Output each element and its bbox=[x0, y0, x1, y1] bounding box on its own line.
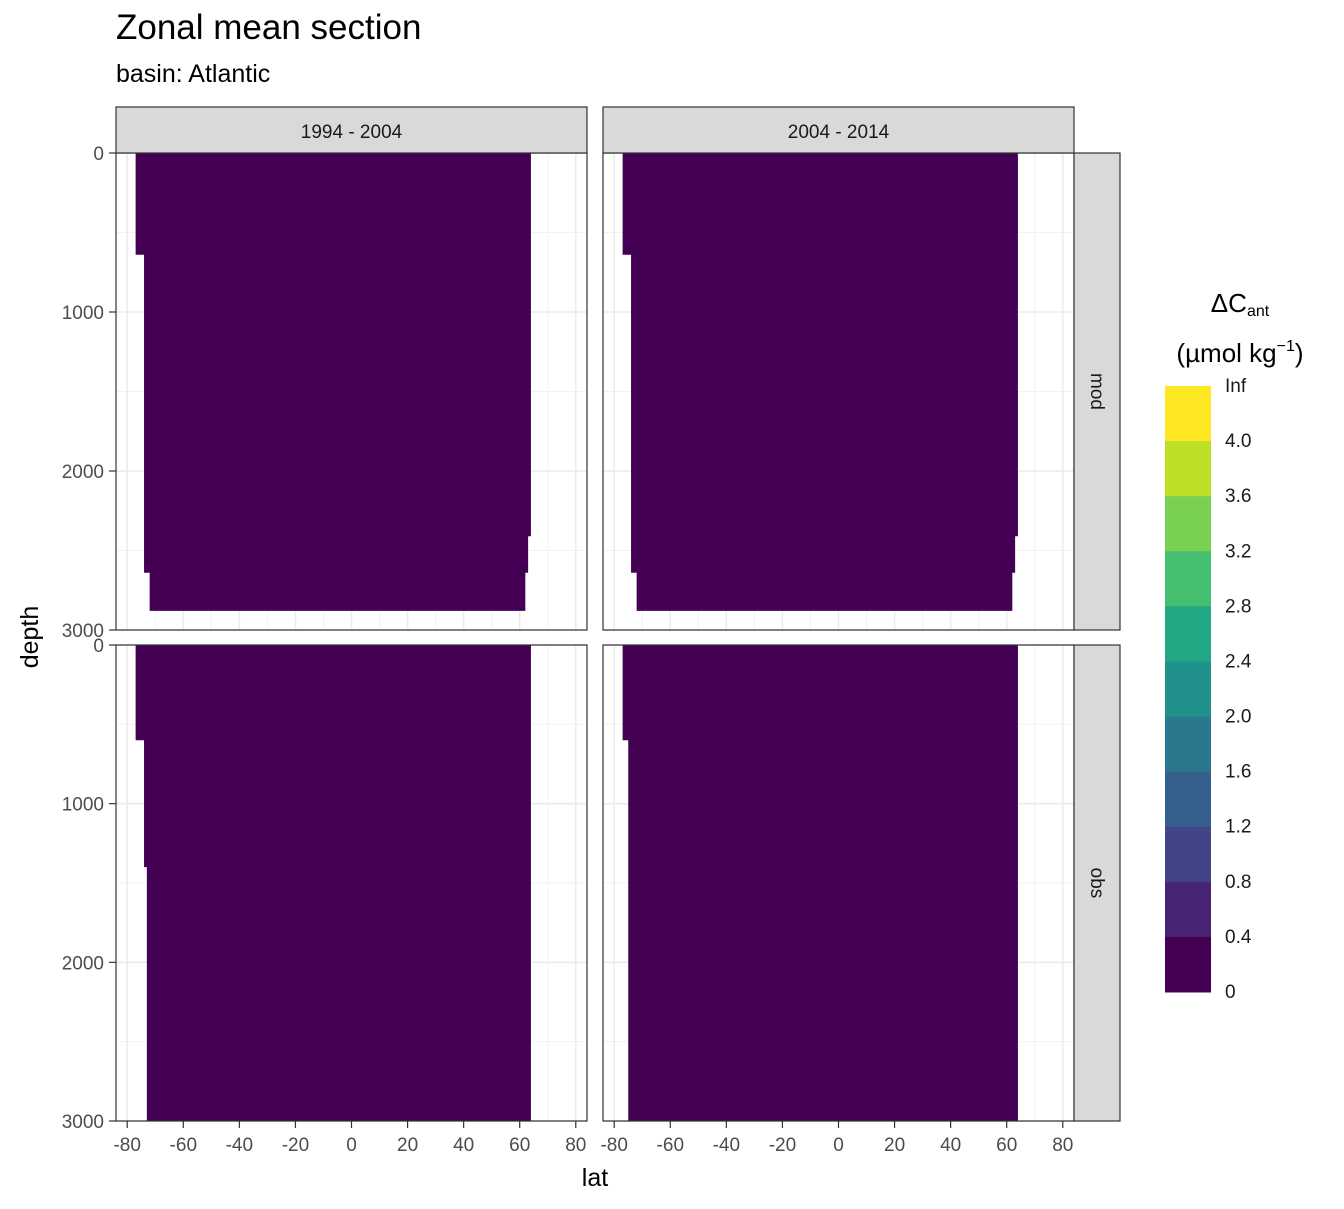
x-tick-label: 60 bbox=[996, 1135, 1017, 1156]
legend-swatch bbox=[1165, 386, 1211, 442]
ocean-field-1994-2004-obs bbox=[135, 645, 531, 1121]
legend-break-label: 4.0 bbox=[1225, 431, 1251, 452]
legend-swatch bbox=[1165, 716, 1211, 773]
ocean-field-2004-2014-mod bbox=[622, 153, 1018, 611]
legend-swatch bbox=[1165, 771, 1211, 828]
x-tick-label: 40 bbox=[453, 1135, 474, 1156]
legend-break-label: 1.2 bbox=[1225, 817, 1251, 838]
legend-break-label: Inf bbox=[1225, 376, 1247, 397]
x-tick-label: 40 bbox=[940, 1135, 961, 1156]
y-tick-label: 2000 bbox=[62, 953, 104, 974]
y-tick-label: 1000 bbox=[62, 303, 104, 324]
x-tick-label: 0 bbox=[833, 1135, 844, 1156]
facet-strip-column bbox=[602, 106, 1075, 154]
legend-swatch bbox=[1165, 551, 1211, 607]
legend-break-label: 2.4 bbox=[1225, 651, 1252, 672]
x-tick-label: -80 bbox=[113, 1135, 140, 1156]
x-tick-label: -40 bbox=[713, 1135, 740, 1156]
facet-label-row: obs bbox=[1086, 868, 1107, 899]
x-tick-label: -20 bbox=[282, 1135, 309, 1156]
ocean-field-2004-2014-obs bbox=[622, 645, 1018, 1121]
x-tick-label: 80 bbox=[1052, 1135, 1073, 1156]
facet-strip-row bbox=[1073, 152, 1121, 631]
chart-title: Zonal mean section bbox=[116, 8, 422, 47]
legend-swatch bbox=[1165, 496, 1211, 552]
x-tick-label: 20 bbox=[884, 1135, 905, 1156]
x-tick-label: 0 bbox=[346, 1135, 357, 1156]
y-tick-label: 2000 bbox=[62, 462, 104, 483]
legend-swatch bbox=[1165, 826, 1211, 883]
legend-break-label: 0.4 bbox=[1225, 927, 1252, 948]
x-axis-label: lat bbox=[582, 1164, 608, 1192]
legend-break-label: 1.6 bbox=[1225, 762, 1251, 783]
legend-break-label: 0 bbox=[1225, 982, 1236, 1003]
legend-break-label: 3.6 bbox=[1225, 486, 1251, 507]
legend-swatch bbox=[1165, 881, 1211, 938]
x-tick-label: -20 bbox=[769, 1135, 796, 1156]
y-tick-label: 1000 bbox=[62, 795, 104, 816]
legend-swatch bbox=[1165, 441, 1211, 497]
y-axis-label: depth bbox=[16, 606, 44, 669]
chart-subtitle: basin: Atlantic bbox=[116, 60, 271, 88]
x-tick-label: -80 bbox=[600, 1135, 627, 1156]
legend-unit: (µmol kg−1) bbox=[1176, 338, 1303, 368]
x-tick-label: 80 bbox=[565, 1135, 586, 1156]
y-tick-label: 3000 bbox=[62, 1112, 104, 1133]
legend-swatch bbox=[1165, 661, 1211, 718]
legend-break-label: 3.2 bbox=[1225, 541, 1251, 562]
y-tick-label: 0 bbox=[93, 636, 104, 657]
facet-strip-row bbox=[1073, 644, 1121, 1122]
facet-strip-column bbox=[115, 106, 588, 154]
x-tick-label: 60 bbox=[509, 1135, 530, 1156]
facet-label-column: 1994 - 2004 bbox=[301, 122, 403, 143]
legend-break-label: 2.0 bbox=[1225, 707, 1251, 728]
legend-break-label: 2.8 bbox=[1225, 596, 1251, 617]
legend-break-label: 0.8 bbox=[1225, 872, 1251, 893]
legend-swatch bbox=[1165, 936, 1211, 993]
y-tick-label: 3000 bbox=[62, 621, 104, 642]
facet-label-row: mod bbox=[1086, 373, 1107, 410]
x-tick-label: 20 bbox=[397, 1135, 418, 1156]
facet-label-column: 2004 - 2014 bbox=[788, 122, 890, 143]
legend-swatch bbox=[1165, 606, 1211, 662]
y-tick-label: 0 bbox=[93, 144, 104, 165]
legend-title: ΔCant bbox=[1211, 288, 1270, 320]
x-tick-label: -60 bbox=[657, 1135, 684, 1156]
x-tick-label: -60 bbox=[170, 1135, 197, 1156]
x-tick-label: -40 bbox=[226, 1135, 253, 1156]
ocean-field-1994-2004-mod bbox=[135, 153, 531, 611]
